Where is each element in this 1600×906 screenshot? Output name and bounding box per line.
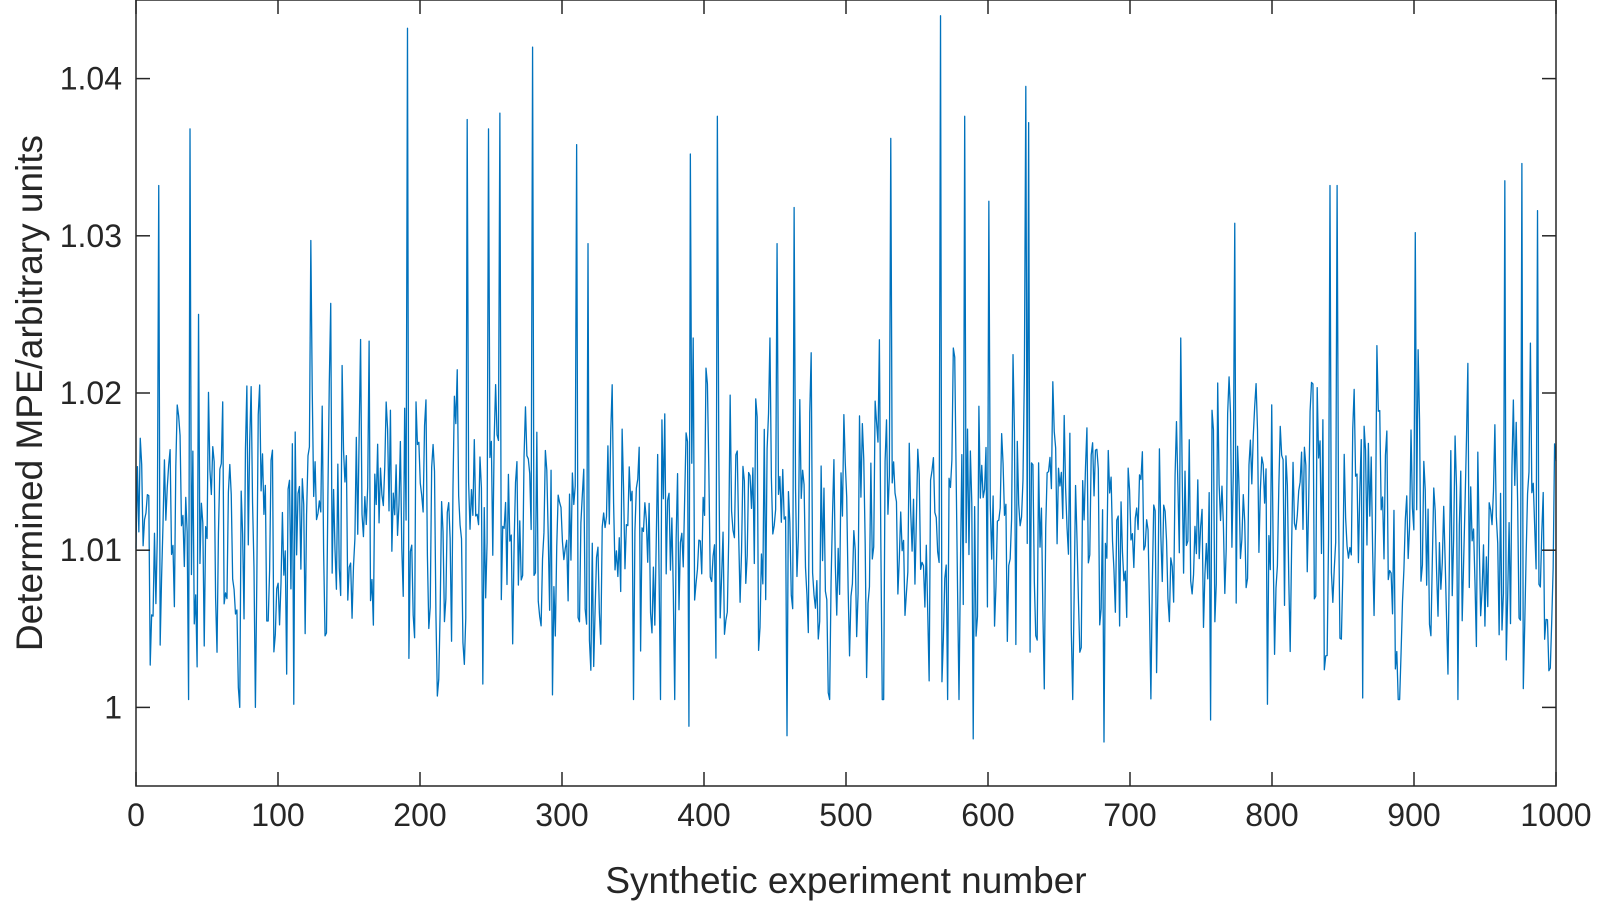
x-tick-label: 700 <box>1103 797 1156 833</box>
plot-area <box>136 0 1556 786</box>
x-tick-label: 1000 <box>1520 797 1591 833</box>
y-axis-ticks: 1 1.01 1.02 1.03 1.04 <box>60 61 1556 725</box>
x-tick-label: 400 <box>677 797 730 833</box>
y-tick-label: 1.02 <box>60 375 122 411</box>
y-tick-label: 1.01 <box>60 532 122 568</box>
y-tick-label: 1.03 <box>60 218 122 254</box>
y-axis-title: Determined MPE/arbitrary units <box>9 135 50 651</box>
x-tick-label: 900 <box>1387 797 1440 833</box>
x-axis-ticks: 0 100 200 300 400 500 600 700 800 900 1000 <box>127 0 1592 833</box>
x-tick-label: 200 <box>393 797 446 833</box>
y-tick-label: 1 <box>104 689 122 725</box>
x-tick-label: 0 <box>127 797 145 833</box>
x-tick-label: 500 <box>819 797 872 833</box>
y-tick-label: 1.04 <box>60 61 122 97</box>
x-axis-title: Synthetic experiment number <box>605 860 1086 901</box>
series-line <box>135 15 1557 743</box>
x-tick-label: 300 <box>535 797 588 833</box>
x-tick-label: 100 <box>251 797 304 833</box>
x-tick-label: 800 <box>1245 797 1298 833</box>
x-tick-label: 600 <box>961 797 1014 833</box>
